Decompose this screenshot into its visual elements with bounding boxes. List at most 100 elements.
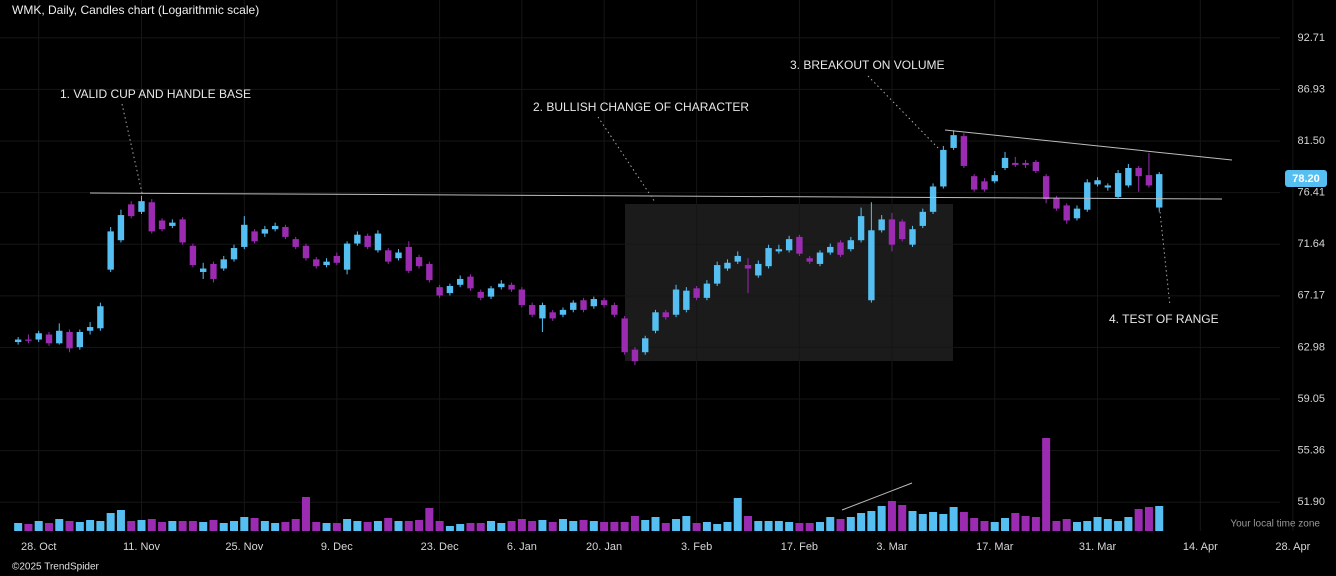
candle-body bbox=[364, 235, 371, 247]
volume-bar bbox=[702, 522, 711, 531]
candle-body bbox=[158, 220, 166, 230]
candle-body bbox=[169, 222, 176, 226]
x-tick-label: 17. Feb bbox=[781, 541, 818, 553]
volume-bar bbox=[723, 522, 732, 531]
candle-body bbox=[539, 305, 546, 319]
volume-bar bbox=[394, 521, 403, 531]
volume-bar bbox=[44, 523, 53, 531]
volume-bar bbox=[116, 510, 125, 531]
volume-bar bbox=[1124, 517, 1133, 531]
candle-body bbox=[261, 229, 269, 234]
candle-body bbox=[631, 349, 639, 362]
volume-bar bbox=[980, 521, 989, 531]
volume-bar bbox=[137, 520, 146, 531]
annotation: 4. TEST OF RANGE bbox=[1109, 312, 1219, 326]
candle-body bbox=[1084, 182, 1091, 210]
candle-body bbox=[909, 229, 916, 245]
volume-bar bbox=[312, 522, 321, 531]
candle-body bbox=[1156, 174, 1163, 208]
candle-body bbox=[446, 285, 454, 294]
candle-body bbox=[14, 339, 22, 343]
candle-body bbox=[816, 252, 824, 264]
volume-trend-line bbox=[841, 482, 913, 511]
volume-bar bbox=[990, 522, 999, 531]
candle-body bbox=[415, 257, 423, 267]
price-tag bbox=[1285, 170, 1327, 187]
last-price: 78.20 bbox=[1285, 170, 1327, 187]
resistance-line bbox=[944, 129, 1233, 161]
x-tick-label: 3. Feb bbox=[681, 541, 712, 553]
candle-body bbox=[292, 239, 299, 247]
candle-body bbox=[1094, 180, 1101, 185]
candle-body bbox=[498, 283, 505, 288]
volume-bar bbox=[661, 523, 670, 531]
pointer-line bbox=[597, 116, 656, 203]
volume-bar bbox=[764, 521, 773, 531]
volume-bar bbox=[1093, 517, 1102, 531]
x-tick-label: 11. Nov bbox=[123, 541, 161, 553]
candle-body bbox=[796, 236, 803, 254]
volume-bar bbox=[466, 523, 475, 531]
volume-bar bbox=[219, 523, 228, 531]
volume-bar bbox=[86, 520, 95, 531]
volume-bar bbox=[929, 512, 938, 531]
candle-body bbox=[919, 211, 926, 226]
volume-bar bbox=[34, 521, 43, 531]
grid bbox=[0, 0, 1294, 531]
candle-body bbox=[549, 312, 556, 319]
volume-bar bbox=[641, 520, 650, 531]
volume-bar bbox=[456, 524, 465, 531]
candle-body bbox=[66, 332, 73, 349]
candle-body bbox=[405, 246, 412, 271]
volume-bar bbox=[445, 526, 454, 531]
volume-bar bbox=[14, 523, 23, 531]
candle-body bbox=[929, 186, 937, 212]
candle-body bbox=[755, 263, 762, 276]
footer: ©2025 TrendSpider bbox=[12, 562, 100, 573]
annotation: 3. BREAKOUT ON VOLUME bbox=[790, 58, 944, 72]
y-tick-label: 51.90 bbox=[1297, 496, 1325, 508]
candle-body bbox=[1135, 167, 1142, 177]
candle-body bbox=[775, 249, 783, 252]
volume-bar bbox=[826, 517, 835, 531]
candle-body bbox=[97, 306, 104, 329]
candle-body bbox=[600, 300, 608, 306]
candle-body bbox=[343, 243, 351, 270]
candle-body bbox=[241, 224, 248, 247]
candle-body bbox=[1042, 176, 1050, 200]
candle-body bbox=[888, 219, 896, 245]
volume-bar bbox=[867, 511, 876, 531]
candle-body bbox=[456, 278, 464, 285]
volume-bar bbox=[1052, 521, 1061, 531]
marks bbox=[14, 130, 1164, 531]
candle-body bbox=[940, 149, 947, 187]
volume-bar bbox=[1062, 519, 1071, 531]
y-tick-label: 86.93 bbox=[1297, 83, 1325, 95]
price-tag-label: 78.20 bbox=[1292, 173, 1320, 185]
support-line bbox=[89, 192, 1223, 200]
candle-body bbox=[827, 246, 834, 253]
volume-bar bbox=[127, 521, 136, 531]
candle-body bbox=[251, 231, 258, 242]
volume-bar bbox=[271, 523, 280, 531]
candle-body bbox=[734, 255, 741, 262]
candle-body bbox=[703, 283, 711, 298]
pointer-line bbox=[867, 75, 941, 151]
candle-body bbox=[323, 261, 330, 266]
volume-bar bbox=[425, 508, 434, 531]
candle-body bbox=[199, 268, 207, 272]
volume-bar bbox=[672, 519, 681, 531]
candle-body bbox=[713, 265, 721, 284]
candle-body bbox=[960, 136, 968, 166]
volume-bar bbox=[558, 519, 567, 531]
x-tick-label: 31. Mar bbox=[1079, 541, 1117, 553]
volume-bar bbox=[507, 521, 516, 531]
candle-body bbox=[138, 201, 145, 212]
candle-body bbox=[210, 263, 217, 279]
candle-body bbox=[580, 300, 587, 310]
volume-bar bbox=[692, 523, 701, 531]
volume-bar bbox=[898, 505, 907, 531]
candle-body bbox=[25, 339, 32, 341]
volume-bar bbox=[970, 518, 979, 531]
volume-bar bbox=[363, 522, 372, 531]
